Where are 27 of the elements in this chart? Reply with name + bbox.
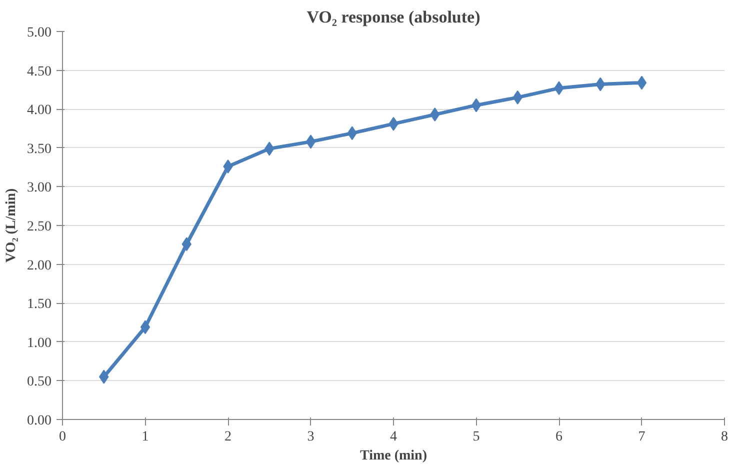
x-tick-label: 6 xyxy=(556,430,562,444)
x-tick-label: 3 xyxy=(307,430,314,444)
chart-title: VO₂ response (absolute) xyxy=(306,8,480,26)
y-tick-label: 4.00 xyxy=(27,103,52,118)
x-tick-label: 4 xyxy=(390,430,397,444)
x-axis-title: Time (min) xyxy=(360,448,428,464)
x-tick-label: 0 xyxy=(59,430,66,444)
y-tick-label: 0.50 xyxy=(27,374,52,390)
y-tick-label: 4.50 xyxy=(27,64,52,80)
y-tick-label: 0.00 xyxy=(27,414,52,428)
y-tick-label: 2.50 xyxy=(27,220,52,234)
point xyxy=(471,98,482,112)
y-tick-label: 2.00 xyxy=(27,258,52,274)
x-tick-label: 1 xyxy=(142,430,149,444)
y-tick-label: 3.00 xyxy=(27,180,52,196)
y-tick-label: 5.00 xyxy=(27,26,52,40)
point xyxy=(140,320,150,334)
x-tick-label: 8 xyxy=(721,430,728,444)
point xyxy=(636,76,647,90)
x-tick-label: 7 xyxy=(638,430,646,444)
y-tick-label: 3.50 xyxy=(27,142,52,157)
point xyxy=(306,134,316,149)
x-tick-label: 5 xyxy=(472,430,480,444)
x-tick-label: 2 xyxy=(224,430,232,444)
y-axis-title: VO₂ (L/min) xyxy=(4,188,19,263)
y-tick-label: 1.00 xyxy=(27,336,52,351)
y-tick-label: 1.50 xyxy=(27,297,52,312)
